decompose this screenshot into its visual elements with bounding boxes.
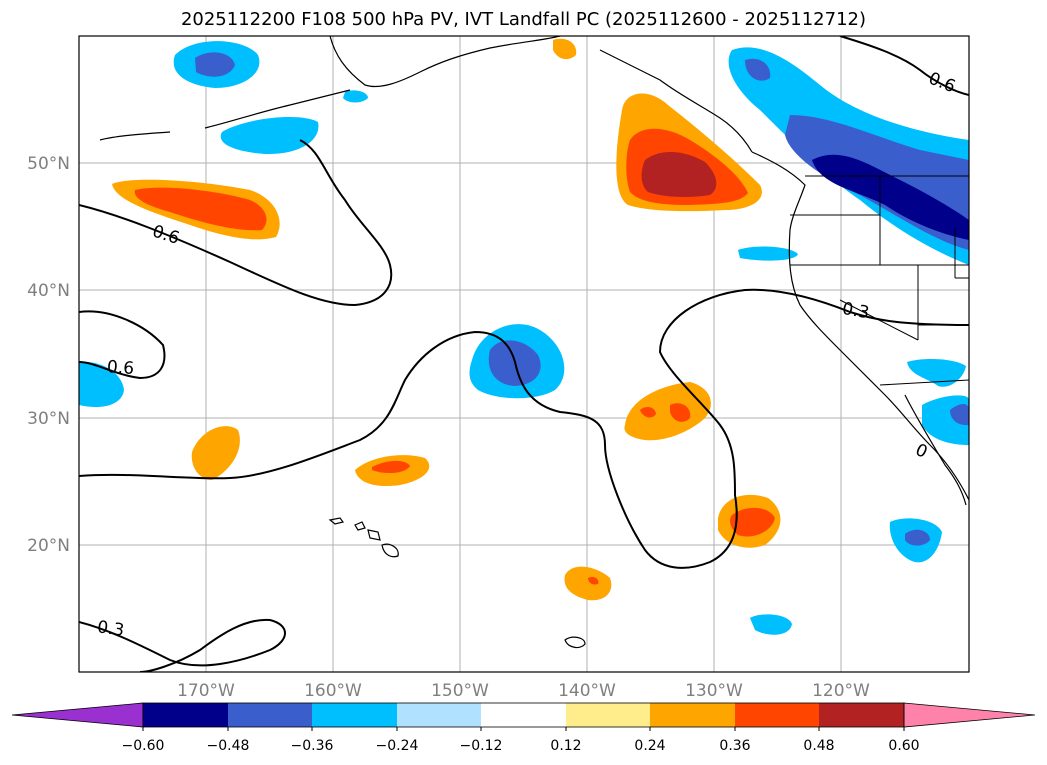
lat-label: 40°N: [27, 281, 70, 301]
lon-label: 120°W: [812, 681, 870, 701]
colorbar-tick-label: 0.24: [634, 738, 665, 754]
colorbar-segment: [481, 703, 566, 727]
positive-anomaly-regions: [112, 38, 781, 601]
lon-label: 130°W: [685, 681, 743, 701]
lat-label: 50°N: [27, 154, 70, 174]
colorbar-segment: [228, 703, 312, 727]
latitude-labels: 50°N 40°N 30°N 20°N: [27, 154, 70, 556]
colorbar-border: [142, 702, 905, 728]
contour-label: 0.6: [106, 357, 134, 379]
map-panel: 0.6 0.6 0.6 0.3 0.3 0: [78, 35, 970, 673]
longitude-labels: 170°W 160°W 150°W 140°W 130°W 120°W: [177, 681, 870, 701]
colorbar-tick-label: 0.48: [803, 738, 834, 754]
colorbar-tick-label: −0.24: [376, 738, 419, 754]
pv-contours: [79, 36, 969, 672]
colorbar-tick-label: −0.36: [291, 738, 334, 754]
colorbar-segment: [566, 703, 650, 727]
colorbar-tick-label: −0.12: [460, 738, 503, 754]
lat-label: 20°N: [27, 536, 70, 556]
negative-anomaly-regions: [79, 41, 969, 635]
lon-label: 140°W: [558, 681, 616, 701]
colorbar-segment: [819, 703, 904, 727]
lon-label: 170°W: [177, 681, 235, 701]
lon-label: 150°W: [431, 681, 489, 701]
colorbar-tick-label: −0.60: [122, 738, 165, 754]
map-border: [78, 35, 970, 673]
colorbar-extend-high: [903, 702, 1036, 728]
lon-label: 160°W: [304, 681, 362, 701]
coastlines: [99, 36, 969, 649]
blue-region-gulf: [220, 117, 319, 155]
colorbar-segment: [312, 703, 397, 727]
colorbar: −0.60 −0.48 −0.36 −0.24 −0.12 0.12 0.24 …: [11, 702, 1036, 754]
colorbar-segment: [397, 703, 481, 727]
colorbar-tick-label: 0.36: [719, 738, 750, 754]
colorbar-extend-low: [11, 702, 144, 728]
lat-label: 30°N: [27, 409, 70, 429]
colorbar-ticks: [142, 727, 905, 731]
contour-label: 0.3: [841, 299, 871, 323]
colorbar-tick-label: −0.48: [207, 738, 250, 754]
map-title: 2025112200 F108 500 hPa PV, IVT Landfall…: [180, 9, 867, 30]
gridlines: [79, 36, 969, 672]
colorbar-tick-label: 0.12: [550, 738, 581, 754]
colorbar-segment: [143, 703, 228, 727]
colorbar-tick-label: 0.60: [888, 738, 919, 754]
contour-label: 0.3: [96, 617, 126, 641]
colorbar-segment: [735, 703, 819, 727]
colorbar-segment: [650, 703, 735, 727]
blue-region-coast-top: [745, 58, 771, 81]
